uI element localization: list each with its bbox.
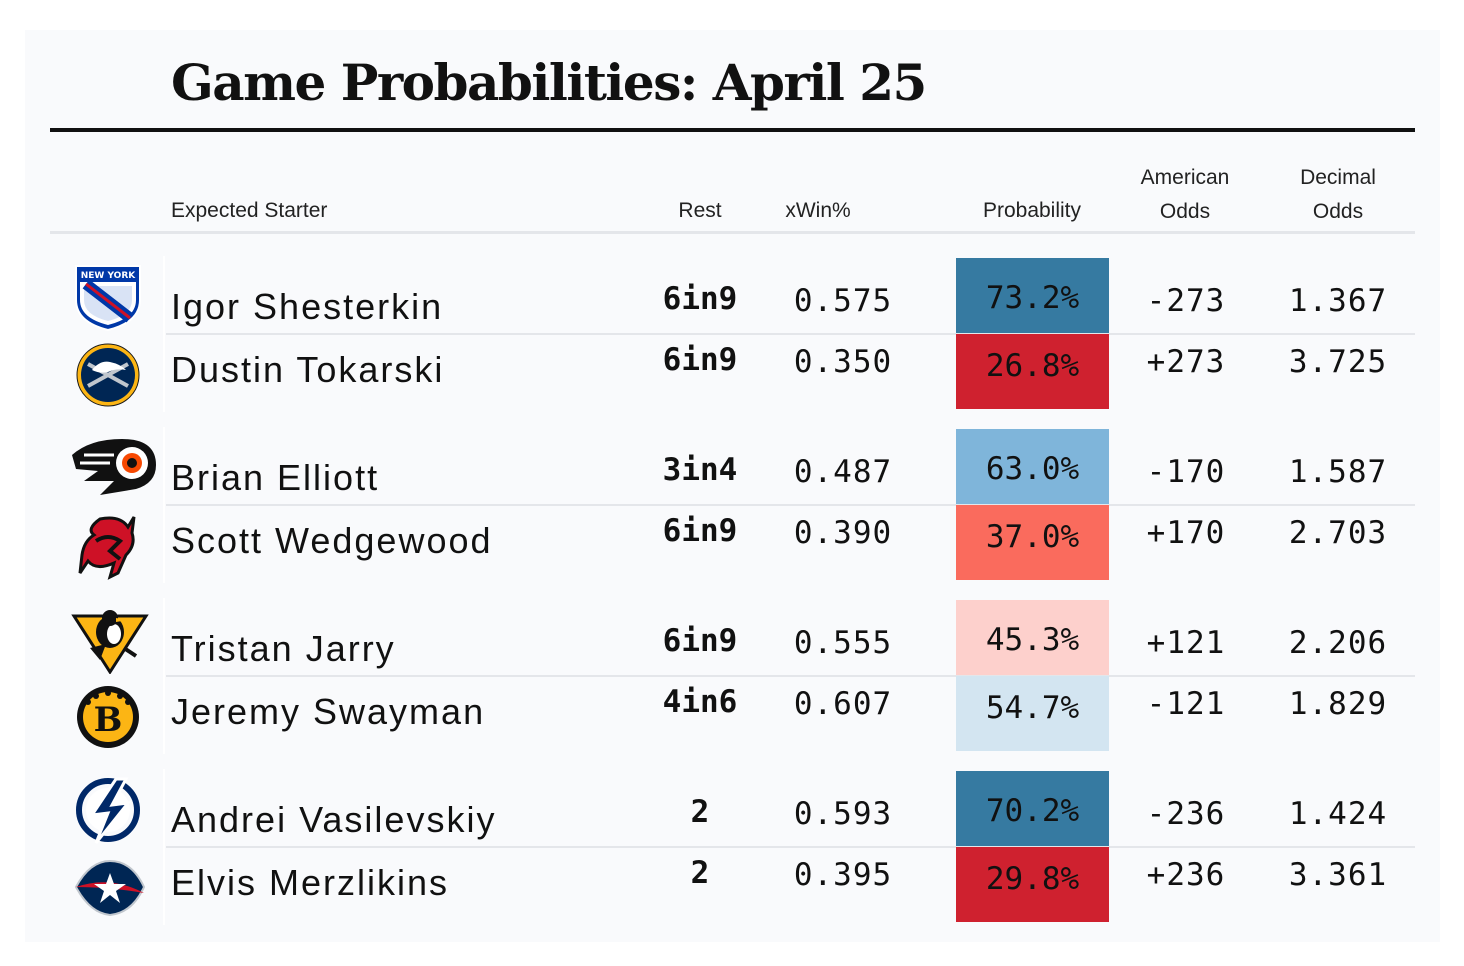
- header-expected-starter: Expected Starter: [171, 199, 328, 222]
- american-odds-value: +236: [1146, 857, 1226, 893]
- header-american-line2: Odds: [1159, 200, 1211, 223]
- xwin-value: 0.607: [793, 686, 893, 722]
- probability-label: 37.0%: [985, 519, 1080, 555]
- probability-label: 63.0%: [985, 451, 1080, 487]
- american-odds-value: +121: [1146, 625, 1226, 661]
- probability-cell: 29.8%: [956, 847, 1109, 922]
- starter-name: Brian Elliott: [171, 457, 380, 498]
- probability-label: 70.2%: [985, 793, 1080, 829]
- rest-value: 4in6: [662, 684, 738, 720]
- blue-jackets-logo-icon: [70, 853, 146, 923]
- svg-text:B: B: [94, 700, 123, 740]
- game-rule: [166, 768, 1415, 770]
- xwin-value: 0.593: [793, 796, 893, 832]
- sabres-logo-icon: [70, 340, 146, 410]
- xwin-value: 0.395: [793, 857, 893, 893]
- probability-cell: 73.2%: [956, 258, 1109, 333]
- chart-title: Game Probabilities: April 25: [171, 53, 927, 112]
- decimal-odds-value: 3.725: [1288, 344, 1388, 380]
- probability-cell: 45.3%: [956, 600, 1109, 675]
- rest-value: 6in9: [662, 281, 738, 317]
- american-odds-value: -170: [1146, 454, 1226, 490]
- title-rule: [50, 128, 1415, 132]
- header-rule: [50, 231, 1415, 234]
- decimal-odds-value: 2.703: [1288, 515, 1388, 551]
- logo-separator: [163, 256, 165, 412]
- logo-separator: [163, 769, 165, 925]
- row-rule: [166, 846, 1415, 848]
- probability-label: 45.3%: [985, 622, 1080, 658]
- header-decimal-line1: Decimal: [1300, 166, 1376, 189]
- rest-value: 3in4: [662, 452, 738, 488]
- rangers-logo-icon: NEW YORK: [70, 262, 146, 332]
- american-odds-value: +170: [1146, 515, 1226, 551]
- decimal-odds-value: 1.829: [1288, 686, 1388, 722]
- probability-label: 29.8%: [985, 861, 1080, 897]
- header-decimal-line2: Odds: [1312, 200, 1364, 223]
- rest-value: 6in9: [662, 342, 738, 378]
- starter-name: Andrei Vasilevskiy: [171, 799, 497, 840]
- starter-name: Igor Shesterkin: [171, 286, 444, 327]
- row-rule: [166, 504, 1415, 506]
- svg-text:NEW YORK: NEW YORK: [81, 271, 137, 281]
- header-american-line1: American: [1140, 166, 1230, 189]
- xwin-value: 0.487: [793, 454, 893, 490]
- american-odds-value: -121: [1146, 686, 1226, 722]
- xwin-value: 0.350: [793, 344, 893, 380]
- decimal-odds-value: 1.587: [1288, 454, 1388, 490]
- penguins-logo-icon: [70, 604, 149, 675]
- starter-name: Elvis Merzlikins: [171, 862, 450, 903]
- header-xwin: xWin%: [785, 199, 851, 222]
- logo-separator: [163, 598, 165, 754]
- decimal-odds-value: 1.424: [1288, 796, 1388, 832]
- probability-cell: 37.0%: [956, 505, 1109, 580]
- starter-name: Tristan Jarry: [171, 628, 396, 669]
- rest-value: 2: [690, 794, 710, 830]
- probability-cell: 70.2%: [956, 771, 1109, 846]
- starter-name: Jeremy Swayman: [171, 691, 486, 732]
- row-rule: [166, 675, 1415, 677]
- probability-cell: 26.8%: [956, 334, 1109, 409]
- rest-value: 2: [690, 855, 710, 891]
- lightning-logo-icon: [70, 775, 146, 845]
- american-odds-value: -273: [1146, 283, 1226, 319]
- probability-cell: 54.7%: [956, 676, 1109, 751]
- probability-label: 73.2%: [985, 280, 1080, 316]
- decimal-odds-value: 1.367: [1288, 283, 1388, 319]
- american-odds-value: +273: [1146, 344, 1226, 380]
- header-probability: Probability: [982, 199, 1082, 222]
- xwin-value: 0.555: [793, 625, 893, 661]
- flyers-logo-icon: [70, 433, 156, 503]
- starter-name: Scott Wedgewood: [171, 520, 493, 561]
- decimal-odds-value: 2.206: [1288, 625, 1388, 661]
- game-rule: [166, 597, 1415, 599]
- decimal-odds-value: 3.361: [1288, 857, 1388, 893]
- xwin-value: 0.390: [793, 515, 893, 551]
- chart-card: [25, 30, 1440, 942]
- logo-separator: [163, 427, 165, 583]
- probability-label: 54.7%: [985, 690, 1080, 726]
- rest-value: 6in9: [662, 623, 738, 659]
- header-rest: Rest: [678, 199, 722, 222]
- devils-logo-icon: [70, 511, 146, 581]
- probability-label: 26.8%: [985, 348, 1080, 384]
- american-odds-value: -236: [1146, 796, 1226, 832]
- starter-name: Dustin Tokarski: [171, 349, 445, 390]
- xwin-value: 0.575: [793, 283, 893, 319]
- row-rule: [166, 333, 1415, 335]
- probability-cell: 63.0%: [956, 429, 1109, 504]
- rest-value: 6in9: [662, 513, 738, 549]
- bruins-logo-icon: B: [70, 682, 146, 752]
- game-rule: [166, 426, 1415, 428]
